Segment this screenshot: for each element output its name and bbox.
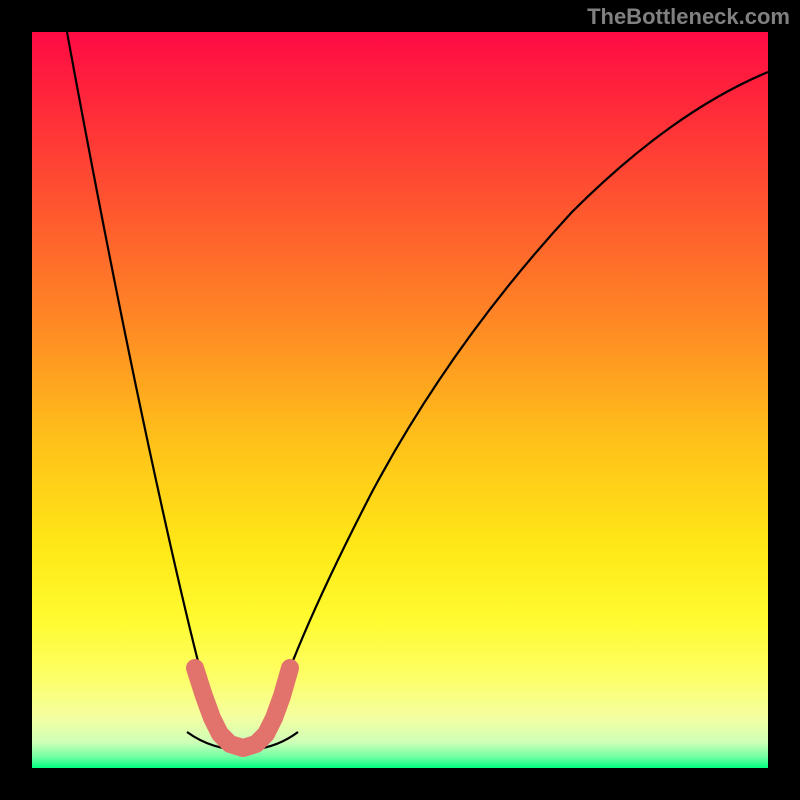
curve-left-branch xyxy=(67,32,220,732)
bottleneck-curve xyxy=(32,32,768,768)
watermark-text: TheBottleneck.com xyxy=(587,4,790,30)
chart-plot-area xyxy=(32,32,768,768)
highlight-marker xyxy=(195,668,290,748)
curve-right-branch xyxy=(266,72,768,732)
